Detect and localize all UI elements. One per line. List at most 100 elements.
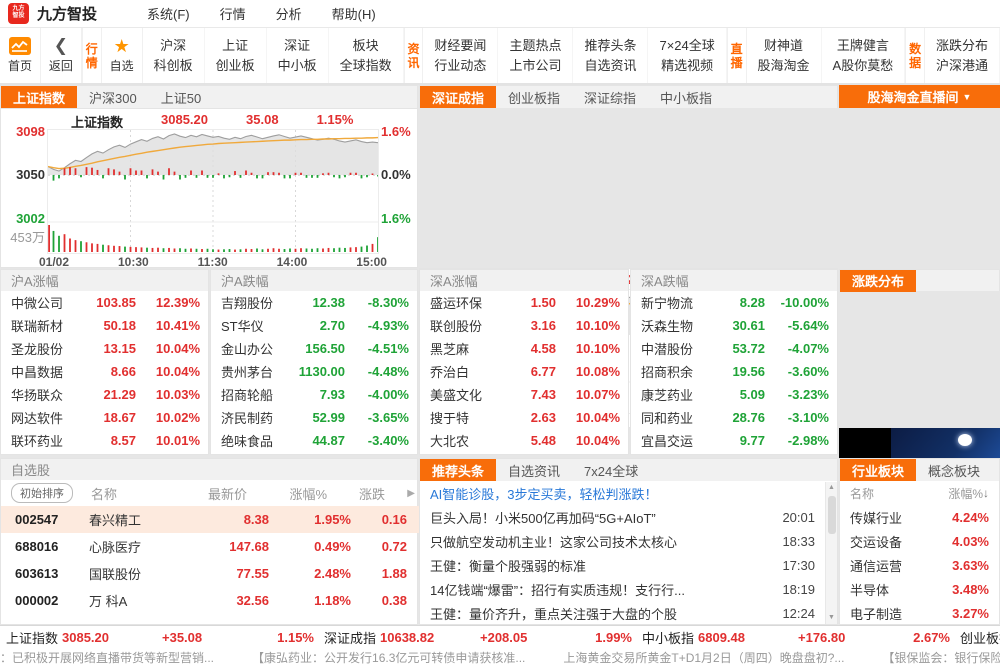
toolbar-market-2[interactable]: 深证 中小板 [267,28,329,83]
stock-name: 美盛文化 [430,388,483,403]
section-data-vertical[interactable]: 数 据 [905,28,925,83]
scroll-up-icon[interactable]: ▲ [828,484,835,491]
toolbar-news-0[interactable]: 财经要闻 行业动态 [423,28,499,83]
menu-system[interactable]: 系统(F) [147,7,190,22]
watchlist-row[interactable]: 000002 万 科A 32.56 1.18% 0.38 [1,587,419,614]
board-row[interactable]: 绝味食品 44.87 -3.40% [211,429,417,452]
sector-pct: 4.24% [952,509,989,525]
board-row[interactable]: 联环药业 8.57 10.01% [1,429,208,452]
tab-sector-2[interactable]: 地区板块 [992,459,999,481]
section-live-vertical[interactable]: 直 播 [726,28,747,83]
sector-col-pct[interactable]: 涨幅% [948,486,983,501]
board-row[interactable]: 搜于特 2.63 10.04% [420,406,628,429]
tab-sh-2[interactable]: 上证50 [160,90,202,106]
news-item[interactable]: 只做航空发动机主业！这家公司技术太核心 18:33 [420,529,837,553]
sector-row[interactable]: 半导体 3.48% [840,577,999,601]
col-price[interactable]: 最新价 [207,486,247,502]
sort-order-button[interactable]: 初始排序 [11,483,73,503]
home-button[interactable]: 首页 [0,28,41,83]
ticker-item[interactable]: 【银保监会：银行保险业四大措施支 [882,650,1000,665]
section-quotes-vertical[interactable]: 行 情 [81,28,102,83]
board-row[interactable]: 盛运环保 1.50 10.29% [420,291,628,314]
board-row[interactable]: 联创股份 3.16 10.10% [420,314,628,337]
tab-sz-0[interactable]: 深证成指 [420,86,497,108]
live-room-button[interactable]: 股海淘金直播间 ▼ [839,85,1000,108]
tab-sh-1[interactable]: 沪深300 [89,90,137,106]
board-row[interactable]: 济民制药 52.99 -3.65% [211,406,417,429]
ticker-item[interactable]: 【康弘药业：公开发行16.3亿元可转债申请获核准... [252,650,526,665]
board-row[interactable]: 同和药业 28.76 -3.10% [631,406,837,429]
board-row[interactable]: 美盛文化 7.43 10.07% [420,383,628,406]
board-row[interactable]: 圣龙股份 13.15 10.04% [1,337,208,360]
board-row[interactable]: 中微公司 103.85 12.39% [1,291,208,314]
sector-row[interactable]: 交运设备 4.03% [840,529,999,553]
toolbar-news-2[interactable]: 推荐头条 自选资讯 [573,28,649,83]
stock-name: ST华仪 [221,319,264,334]
sector-row[interactable]: 电子制造 3.27% [840,601,999,625]
favorites-button[interactable]: ★ 自选 [102,28,143,83]
toolbar-live-0[interactable]: 财神道 股海淘金 [747,28,822,83]
board-row[interactable]: 中昌数据 8.66 10.04% [1,360,208,383]
tab-sz-1[interactable]: 创业板指 [508,90,561,106]
board-row[interactable]: ST华仪 2.70 -4.93% [211,314,417,337]
tab-sector-1[interactable]: 概念板块 [928,463,981,479]
board-row[interactable]: 招商积余 19.56 -3.60% [631,360,837,383]
board-row[interactable]: 沃森生物 30.61 -5.64% [631,314,837,337]
watchlist-row[interactable]: 002547 春兴精工 8.38 1.95% 0.16 [1,506,419,533]
col-pct[interactable]: 涨幅% [289,486,327,502]
tab-news-2[interactable]: 7x24全球 [584,463,639,479]
toolbar-market-1[interactable]: 上证 创业板 [205,28,267,83]
scroll-thumb[interactable] [828,496,836,534]
sector-row[interactable]: 传媒行业 4.24% [840,505,999,529]
tab-distribution[interactable]: 涨跌分布 [840,269,917,292]
board-row[interactable]: 中潜股份 53.72 -4.07% [631,337,837,360]
tab-sh-0[interactable]: 上证指数 [1,86,78,108]
board-row[interactable]: 吉翔股份 12.38 -8.30% [211,291,417,314]
news-scrollbar[interactable]: ▲ ▼ [825,482,837,624]
tab-sector-0[interactable]: 行业板块 [840,459,917,481]
menu-quotes[interactable]: 行情 [219,7,246,22]
board-row[interactable]: 康芝药业 5.09 -3.23% [631,383,837,406]
board-row[interactable]: 黑芝麻 4.58 10.10% [420,337,628,360]
board-row[interactable]: 宜昌交运 9.77 -2.98% [631,429,837,452]
col-name[interactable]: 名称 [91,486,118,502]
watchlist-next-page-icon[interactable]: ▶ [407,487,415,499]
sector-col-name[interactable]: 名称 [850,486,875,501]
ticker-item[interactable]: 上海黄金交易所黄金T+D1月2日（周四）晚盘盘初?... [563,650,845,665]
news-item[interactable]: 14亿钱端“爆雷”：招行有实质违规！支行行... 18:19 [420,577,837,601]
toolbar-news-3[interactable]: 7×24全球 精选视频 [648,28,727,83]
board-row[interactable]: 贵州茅台 1130.00 -4.48% [211,360,417,383]
tab-news-1[interactable]: 自选资讯 [508,463,561,479]
board-row[interactable]: 新宁物流 8.28 -10.00% [631,291,837,314]
board-row[interactable]: 大北农 5.48 10.04% [420,429,628,452]
tab-news-0[interactable]: 推荐头条 [420,459,497,481]
board-row[interactable]: 金山办公 156.50 -4.51% [211,337,417,360]
news-item[interactable]: 巨头入局！小米500亿再加码“5G+AIoT” 20:01 [420,505,837,529]
news-item[interactable]: 王健：衡量个股强弱的标准 17:30 [420,553,837,577]
scroll-down-icon[interactable]: ▼ [828,614,835,621]
news-item[interactable]: 王健：量价齐升，重点关注强于大盘的个股 12:24 [420,601,837,625]
board-row[interactable]: 联瑞新材 50.18 10.41% [1,314,208,337]
stock-pct: 2.48% [314,566,351,581]
col-change[interactable]: 涨跌 [358,486,385,502]
section-news-vertical[interactable]: 资 讯 [403,28,424,83]
toolbar-market-0[interactable]: 沪深 科创板 [143,28,205,83]
menu-help[interactable]: 帮助(H) [331,7,376,22]
menu-analysis[interactable]: 分析 [275,7,302,22]
watchlist-row[interactable]: 688016 心脉医疗 147.68 0.49% 0.72 [1,533,419,560]
board-row[interactable]: 网达软件 18.67 10.02% [1,406,208,429]
toolbar-live-1[interactable]: 王牌健言 A股你莫愁 [822,28,906,83]
tab-sz-2[interactable]: 深证综指 [584,90,637,106]
board-row[interactable]: 华扬联众 21.29 10.03% [1,383,208,406]
news-item[interactable]: AI智能诊股，3步定买卖，轻松判涨跌！ [420,481,837,505]
ticker-item[interactable]: ：已积极开展网络直播带货等新型营销... [0,650,215,665]
sector-row[interactable]: 通信运营 3.63% [840,553,999,577]
back-button[interactable]: ❮ 返回 [41,28,82,83]
toolbar-news-1[interactable]: 主题热点 上市公司 [498,28,574,83]
toolbar-data-0[interactable]: 涨跌分布 沪深港通 [925,28,1000,83]
toolbar-market-3[interactable]: 板块 全球指数 [329,28,404,83]
watchlist-row[interactable]: 603613 国联股份 77.55 2.48% 1.88 [1,560,419,587]
board-row[interactable]: 招商轮船 7.93 -4.00% [211,383,417,406]
board-row[interactable]: 乔治白 6.77 10.08% [420,360,628,383]
tab-sz-3[interactable]: 中小板指 [660,90,713,106]
